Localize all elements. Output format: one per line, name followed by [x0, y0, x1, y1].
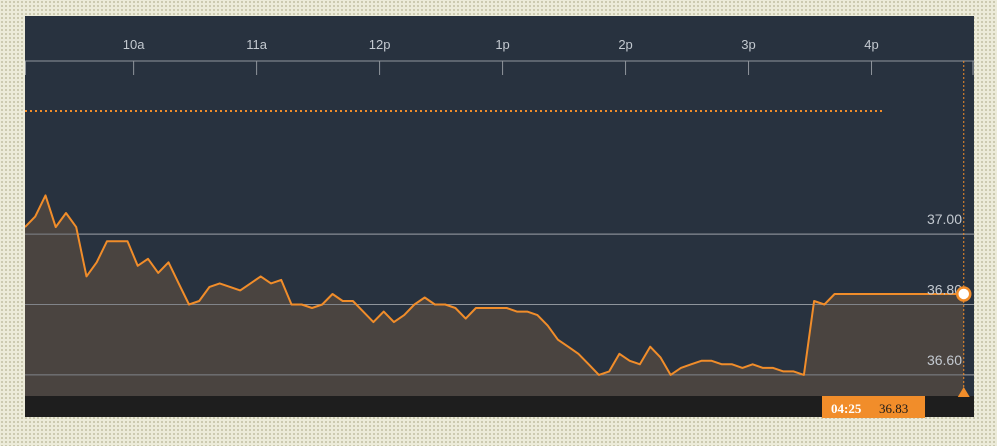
current-badge: 04:25 36.83 [822, 387, 970, 418]
y-tick-label: 37.00 [927, 211, 962, 227]
price-area-layer [25, 194, 974, 396]
cursor-layer [25, 61, 972, 396]
time-axis: 10a 11a 12p 1p 2p 3p 4p [25, 37, 974, 417]
time-axis-strip [25, 396, 974, 417]
time-tick-label: 12p [369, 37, 391, 52]
current-time-label: 04:25 [831, 401, 862, 416]
current-badge-background [822, 396, 925, 418]
current-price-label: 36.83 [879, 401, 908, 416]
time-tick-label: 2p [618, 37, 632, 52]
y-tick-label: 36.80 [927, 282, 962, 298]
time-tick-label: 4p [864, 37, 878, 52]
current-point [956, 286, 972, 302]
time-tick-label: 1p [495, 37, 509, 52]
price-line [25, 194, 964, 376]
price-axis: 37.00 36.80 36.60 [927, 211, 962, 368]
time-tick-label: 11a [246, 37, 267, 52]
time-tick-label: 10a [123, 37, 145, 52]
current-badge-arrow [957, 387, 970, 397]
y-tick-label: 36.60 [927, 352, 962, 368]
price-area [25, 195, 964, 396]
time-tick-label: 3p [741, 37, 755, 52]
